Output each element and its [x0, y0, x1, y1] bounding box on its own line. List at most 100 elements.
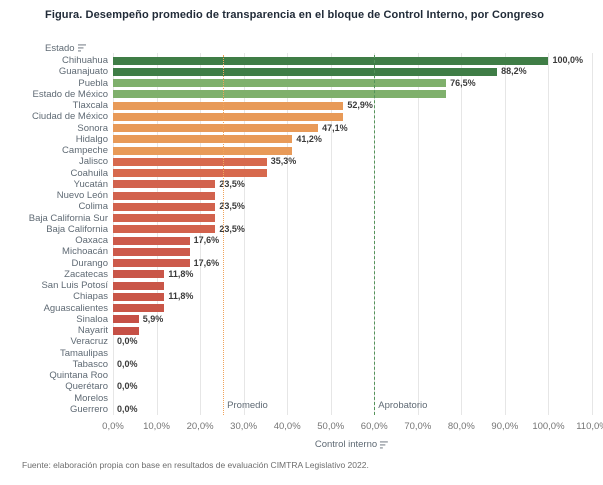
state-label[interactable]: Baja California Sur [28, 212, 108, 224]
bar-row: Baja California Sur [0, 213, 603, 224]
bar-row: Campeche [0, 145, 603, 156]
state-label[interactable]: Chihuahua [62, 55, 108, 66]
gridline [417, 53, 419, 415]
state-label[interactable]: Sonora [77, 122, 108, 134]
state-label[interactable]: Tamaulipas [59, 347, 108, 359]
state-label[interactable]: Zacatecas [64, 268, 108, 280]
state-label[interactable]: Tlaxcala [72, 100, 108, 111]
value-label: 41,2% [296, 133, 322, 144]
sort-descending-icon[interactable] [380, 440, 389, 450]
state-label[interactable]: Quintana Roo [49, 370, 108, 381]
x-tick-label: 60,0% [360, 421, 388, 432]
value-label: 11,8% [168, 268, 194, 279]
bar-row: Ciudad de México [0, 111, 603, 122]
bar-row: Guerrero 0,0% [0, 404, 603, 415]
value-label: 5,9% [142, 313, 164, 324]
state-label[interactable]: Tabasco [72, 358, 108, 370]
bar-row: Jalisco 35,3% [0, 156, 603, 167]
bar-row: Sonora 47,1% [0, 123, 603, 134]
bar-row: Chihuahua 100,0% [0, 55, 603, 66]
state-label[interactable]: Durango [71, 257, 108, 269]
bar-mark[interactable] [113, 101, 344, 110]
value-label: 0,0% [117, 358, 138, 369]
value-label: 11,8% [168, 291, 194, 302]
state-label[interactable]: Oaxaca [75, 235, 108, 246]
bar-mark[interactable] [113, 281, 165, 290]
state-label[interactable]: Baja California [46, 223, 108, 235]
bar-row: Coahuila [0, 168, 603, 179]
bar-row: Oaxaca 17,6% [0, 235, 603, 246]
state-label[interactable]: Ciudad de México [31, 111, 108, 123]
bar-row: Quintana Roo [0, 370, 603, 381]
bar-row: Colima 23,5% [0, 201, 603, 212]
bar-mark[interactable] [113, 169, 267, 178]
state-label[interactable]: Hidalgo [75, 133, 108, 145]
state-label[interactable]: Estado de México [32, 88, 108, 100]
state-label[interactable]: Puebla [78, 77, 108, 89]
x-tick-label: 10,0% [143, 421, 170, 432]
state-label[interactable]: Michoacán [62, 246, 108, 258]
bar-mark[interactable] [113, 247, 190, 256]
bar-row: Nayarit [0, 325, 603, 336]
state-label[interactable]: Nuevo León [56, 190, 108, 201]
bar-mark[interactable] [113, 157, 267, 166]
state-label[interactable]: Yucatán [73, 178, 108, 190]
bar-mark[interactable] [113, 270, 165, 279]
bar-mark[interactable] [113, 191, 216, 200]
bar-row: San Luis Potosí [0, 280, 603, 291]
value-label: 0,0% [117, 403, 138, 414]
bar-row: Guanajuato 88,2% [0, 66, 603, 77]
state-label[interactable]: Guanajuato [58, 66, 108, 78]
bar-row: Hidalgo 41,2% [0, 134, 603, 145]
bar-row: Yucatán 23,5% [0, 179, 603, 190]
x-tick-label: 20,0% [186, 421, 214, 432]
state-label[interactable]: Veracruz [70, 336, 109, 348]
bar-mark[interactable] [113, 79, 447, 88]
bar-mark[interactable] [113, 236, 190, 245]
state-label[interactable]: Sinaloa [76, 313, 108, 325]
state-label[interactable]: Chiapas [73, 291, 108, 303]
gridline [548, 53, 550, 415]
value-label: 35,3% [270, 156, 297, 167]
bar-mark[interactable] [113, 259, 190, 268]
bar-mark[interactable] [113, 67, 498, 76]
bar-mark[interactable] [113, 124, 319, 133]
bar-row: Tamaulipas [0, 348, 603, 359]
gridline [287, 53, 289, 415]
bar-row: Tlaxcala 52,9% [0, 100, 603, 111]
state-label[interactable]: San Luis Potosí [41, 280, 108, 291]
state-label[interactable]: Guerrero [69, 403, 108, 415]
state-label[interactable]: Morelos [74, 392, 108, 404]
y-axis-field-estado[interactable]: Estado [45, 42, 87, 54]
x-tick-label: 90,0% [491, 421, 519, 432]
bar-mark[interactable] [113, 292, 165, 301]
state-label[interactable]: Nayarit [77, 325, 108, 336]
state-label[interactable]: Jalisco [78, 156, 108, 168]
bar-mark[interactable] [113, 225, 216, 234]
x-tick-label: 30,0% [230, 421, 258, 432]
state-label[interactable]: Colima [78, 201, 108, 213]
x-axis-field-control-interno[interactable]: Control interno [315, 439, 389, 450]
state-label[interactable]: Campeche [62, 145, 108, 156]
bar-mark[interactable] [113, 304, 165, 313]
bar-mark[interactable] [113, 202, 216, 211]
sort-descending-icon[interactable] [77, 43, 87, 53]
bar-mark[interactable] [113, 180, 216, 189]
bar-mark[interactable] [113, 90, 447, 99]
state-label[interactable]: Coahuila [70, 167, 109, 179]
value-label: 0,0% [117, 381, 138, 392]
bar-mark[interactable] [113, 135, 293, 144]
state-label[interactable]: Querétaro [65, 381, 108, 393]
bar-row: Zacatecas 11,8% [0, 269, 603, 280]
state-label[interactable]: Aguascalientes [43, 302, 108, 314]
bar-row: Michoacán [0, 246, 603, 257]
x-tick-label: 100,0% [532, 421, 565, 432]
bar-mark[interactable] [113, 146, 293, 155]
bar-mark[interactable] [113, 56, 549, 65]
bar-mark[interactable] [113, 315, 139, 324]
bar-mark[interactable] [113, 214, 216, 223]
bar-mark[interactable] [113, 112, 344, 121]
bar-mark[interactable] [113, 326, 139, 335]
gridline [243, 53, 245, 415]
bar-row: Durango 17,6% [0, 258, 603, 269]
